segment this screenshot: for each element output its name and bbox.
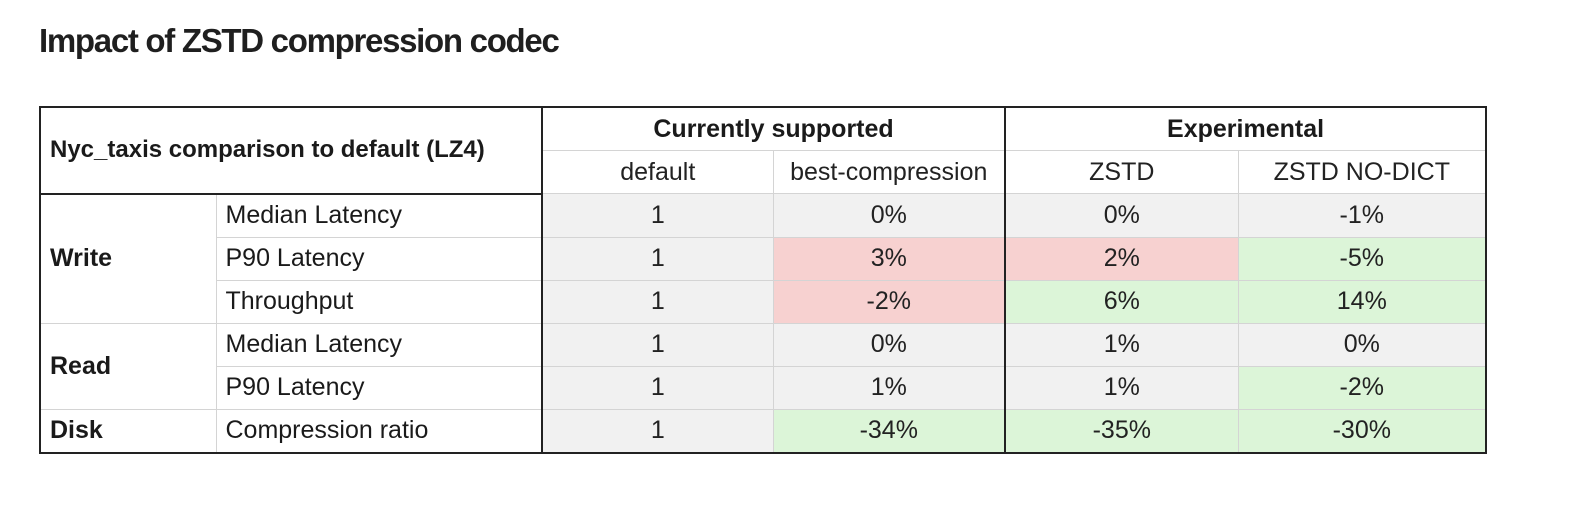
- table-row: Throughput 1 -2% 6% 14%: [40, 279, 1487, 324]
- metric-label: Compression ratio: [215, 408, 544, 453]
- value-cell-best-compression: 1%: [772, 365, 1006, 410]
- table-row: Disk Compression ratio 1 -34% -35% -30%: [39, 408, 1487, 453]
- value-cell-zstd-no-dict: 14%: [1237, 279, 1487, 324]
- metric-label: Median Latency: [215, 322, 544, 367]
- table-row: P90 Latency 1 3% 2% -5%: [40, 236, 1487, 281]
- metric-label: Median Latency: [215, 193, 544, 238]
- value-cell-default: 1: [541, 408, 774, 453]
- section-label-disk: Disk: [39, 408, 217, 453]
- group-header-currently-supported: Currently supported: [541, 106, 1006, 151]
- value-cell-zstd: 6%: [1004, 279, 1239, 324]
- metric-label: P90 Latency: [215, 236, 544, 281]
- table-header: Nyc_taxis comparison to default (LZ4) Cu…: [39, 106, 1487, 195]
- value-cell-default: 1: [541, 322, 774, 367]
- comparison-table: Nyc_taxis comparison to default (LZ4) Cu…: [39, 106, 1488, 454]
- corner-header: Nyc_taxis comparison to default (LZ4): [39, 106, 544, 195]
- value-cell-zstd: 1%: [1004, 322, 1239, 367]
- value-cell-zstd: 2%: [1004, 236, 1239, 281]
- value-cell-zstd-no-dict: -1%: [1237, 193, 1487, 238]
- value-cell-zstd-no-dict: 0%: [1237, 322, 1487, 367]
- metric-label: Throughput: [215, 279, 544, 324]
- table-body: Write Median Latency 1 0% 0% -1% P90 Latency 1 3…: [39, 193, 1487, 453]
- value-cell-zstd: 1%: [1004, 365, 1239, 410]
- column-header-zstd: ZSTD: [1004, 150, 1239, 194]
- value-cell-default: 1: [541, 193, 774, 238]
- table-row: Write Median Latency 1 0% 0% -1%: [39, 193, 1487, 324]
- value-cell-best-compression: -34%: [772, 408, 1006, 453]
- table-row: Read Median Latency 1 0% 1% 0%: [39, 322, 1487, 410]
- section-label-read: Read: [39, 322, 217, 410]
- value-cell-zstd-no-dict: -2%: [1237, 365, 1487, 410]
- table-row: P90 Latency 1 1% 1% -2%: [40, 365, 1487, 410]
- value-cell-default: 1: [541, 236, 774, 281]
- section-label-write: Write: [39, 193, 217, 324]
- value-cell-zstd: -35%: [1004, 408, 1239, 453]
- value-cell-zstd: 0%: [1004, 193, 1239, 238]
- value-cell-zstd-no-dict: -5%: [1237, 236, 1487, 281]
- value-cell-default: 1: [541, 279, 774, 324]
- value-cell-zstd-no-dict: -30%: [1237, 408, 1487, 453]
- column-header-best-compression: best-compression: [772, 150, 1006, 194]
- metric-label: P90 Latency: [215, 365, 544, 410]
- value-cell-best-compression: 0%: [772, 322, 1006, 367]
- value-cell-best-compression: 0%: [772, 193, 1006, 238]
- value-cell-default: 1: [541, 365, 774, 410]
- value-cell-best-compression: 3%: [772, 236, 1006, 281]
- column-header-zstd-no-dict: ZSTD NO-DICT: [1237, 150, 1487, 194]
- column-header-default: default: [541, 150, 774, 194]
- group-header-experimental: Experimental: [1004, 106, 1487, 151]
- page-title: Impact of ZSTD compression codec: [39, 22, 560, 59]
- value-cell-best-compression: -2%: [772, 279, 1006, 324]
